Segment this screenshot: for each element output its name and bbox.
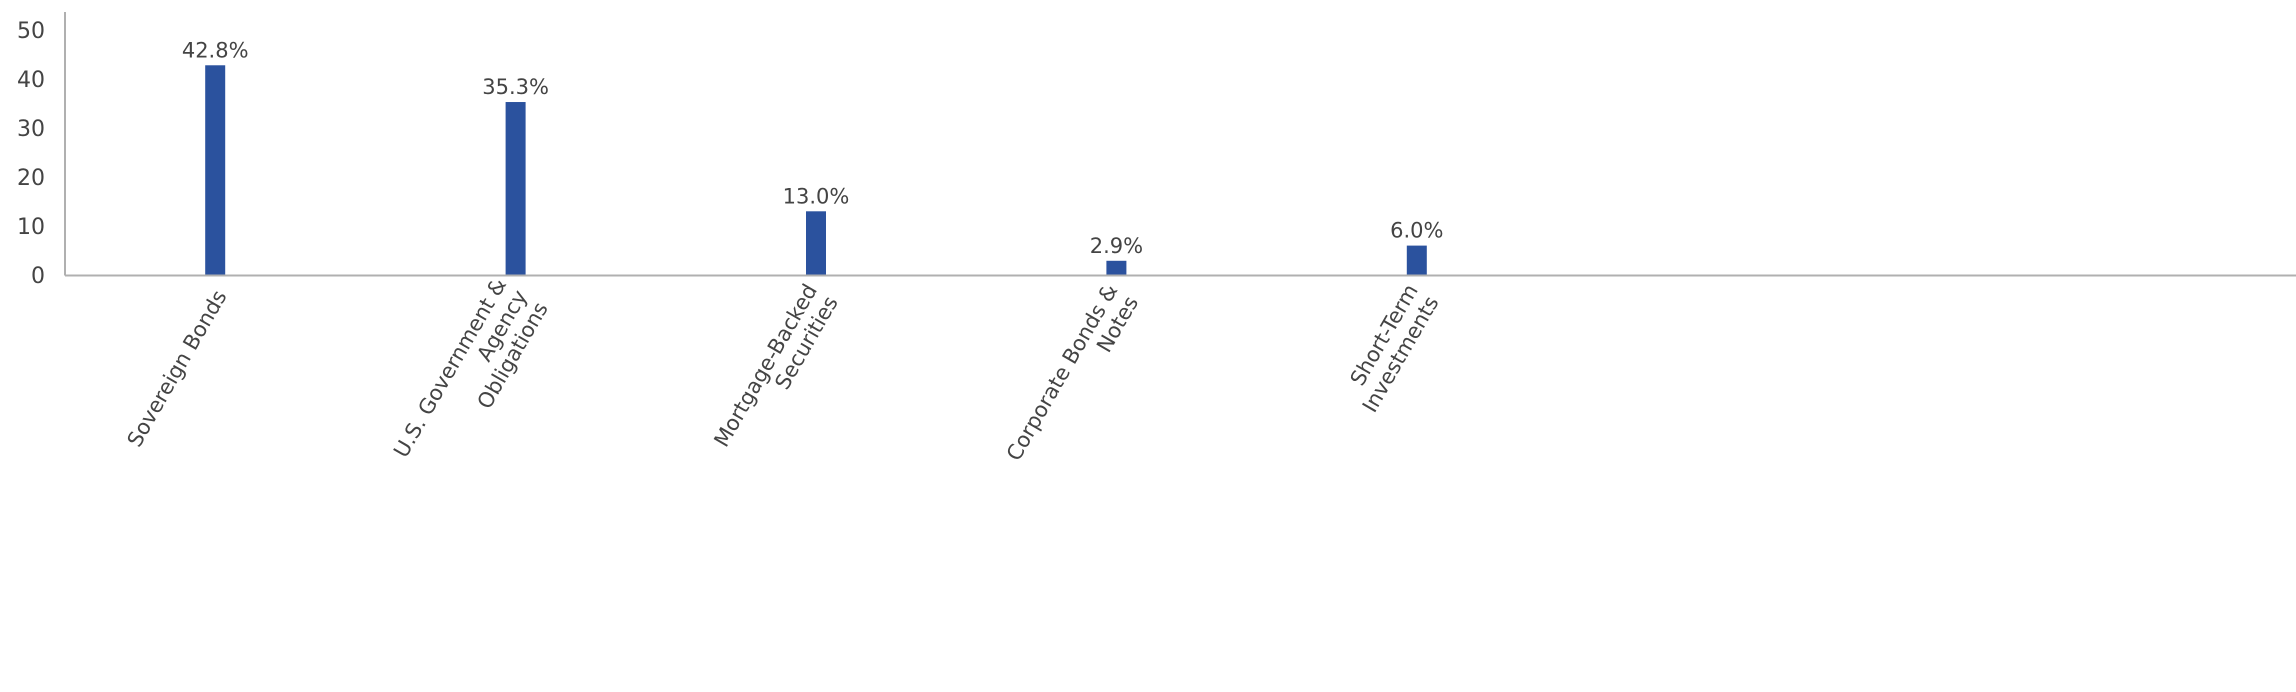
- category-label: Short-TermInvestments: [1337, 280, 1444, 416]
- y-tick-label: 30: [17, 117, 45, 142]
- bar: [1106, 260, 1127, 275]
- bar: [505, 102, 526, 275]
- category-label: Mortgage-BackedSecurities: [709, 280, 842, 463]
- data-label: 6.0%: [1390, 219, 1443, 243]
- data-labels: 42.8% 35.3% 13.0% 2.9% 6.0%: [182, 38, 1444, 258]
- y-tick-label: 40: [17, 68, 45, 93]
- x-axis-categories: Sovereign Bonds U.S. Government &AgencyOb…: [123, 274, 1444, 486]
- category-label: Corporate Bonds &Notes: [1002, 280, 1143, 477]
- y-axis-ticks: 0 10 20 30 40 50: [17, 19, 45, 289]
- data-label: 35.3%: [482, 75, 549, 99]
- y-tick-label: 50: [17, 19, 45, 44]
- data-label: 42.8%: [182, 38, 249, 62]
- bar: [1406, 245, 1427, 275]
- bars: [205, 65, 1427, 275]
- category-label: Sovereign Bonds: [123, 286, 232, 451]
- bar: [806, 211, 826, 275]
- category-label: U.S. Government &AgencyObligations: [389, 274, 553, 486]
- y-tick-label: 0: [31, 264, 45, 289]
- data-label: 2.9%: [1090, 234, 1143, 258]
- data-label: 13.0%: [783, 184, 850, 208]
- y-tick-label: 10: [17, 215, 45, 240]
- category-label-line: Corporate Bonds &: [1002, 280, 1123, 465]
- bar: [205, 65, 226, 275]
- y-tick-label: 20: [17, 166, 45, 191]
- category-label-line: Sovereign Bonds: [123, 286, 232, 451]
